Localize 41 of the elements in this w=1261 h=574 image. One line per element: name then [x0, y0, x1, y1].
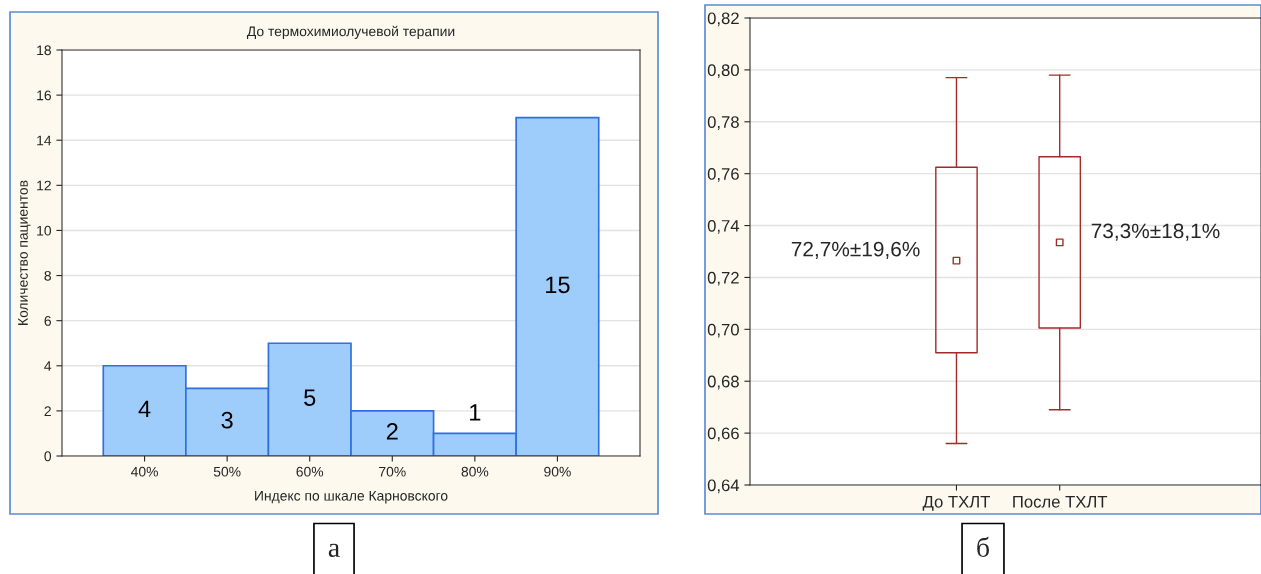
- data-label: 4: [138, 400, 151, 417]
- y-tick-label: 0: [44, 451, 52, 462]
- y-tick-label: 0,66: [707, 427, 739, 442]
- text: б: [977, 536, 990, 557]
- data-label: 5: [304, 389, 316, 406]
- x-axis-title: Индекс по шкале Карновского: [255, 490, 448, 504]
- y-tick-label: 0,64: [707, 479, 740, 494]
- y-tick-label: 0,76: [707, 168, 739, 182]
- y-tick-label: 0,80: [707, 64, 739, 79]
- data-label: 3: [221, 411, 233, 429]
- y-tick-label: 4: [44, 361, 52, 371]
- x-tick-label: 80%: [461, 466, 489, 477]
- x-tick-label: До ТХЛТ: [922, 496, 990, 511]
- y-tick-label: 0,82: [707, 12, 739, 27]
- y-tick-label: 2: [44, 406, 51, 416]
- annotation: 72,7%±19,6%: [791, 241, 920, 259]
- y-tick-label: 0,72: [707, 271, 739, 286]
- x-tick-label: 90%: [544, 466, 571, 477]
- data-label: 15: [546, 276, 570, 294]
- y-tick-label: 14: [37, 135, 52, 146]
- x-tick-label: 50%: [213, 466, 241, 477]
- y-tick-label: 0,68: [707, 375, 739, 390]
- x-tick-label: 60%: [296, 466, 324, 477]
- x-tick-label: 40%: [130, 466, 158, 477]
- y-tick-label: 10: [37, 225, 52, 236]
- y-axis-title: Количество пациентов: [18, 180, 31, 325]
- y-tick-label: 0,78: [707, 116, 739, 130]
- data-label: 1: [470, 404, 481, 421]
- y-tick-label: 0,74: [707, 219, 740, 234]
- y-tick-label: 18: [37, 45, 51, 56]
- x-tick-label: После ТХЛТ: [1013, 496, 1108, 508]
- x-tick-label: 70%: [379, 466, 406, 477]
- y-tick-label: 12: [37, 180, 51, 191]
- y-tick-label: 6: [44, 316, 51, 326]
- annotation: 73,3%±18,1%: [1091, 223, 1220, 241]
- y-tick-label: 16: [37, 90, 51, 101]
- y-tick-label: 8: [44, 270, 51, 281]
- y-tick-label: 0,70: [707, 323, 739, 338]
- data-label: 2: [386, 423, 398, 440]
- chart-title: До термохимиолучевой терапии: [246, 25, 455, 39]
- text: а: [328, 543, 340, 557]
